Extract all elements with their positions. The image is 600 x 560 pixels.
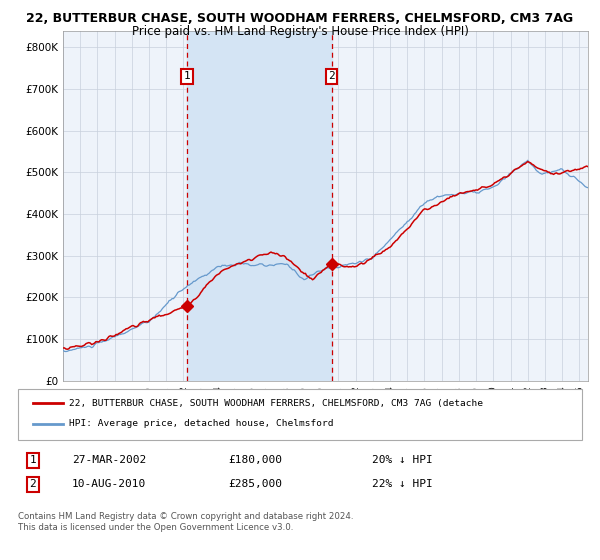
- Text: 10-AUG-2010: 10-AUG-2010: [72, 479, 146, 489]
- Text: 1: 1: [184, 71, 190, 81]
- Text: 2: 2: [29, 479, 37, 489]
- Text: 22% ↓ HPI: 22% ↓ HPI: [372, 479, 433, 489]
- Text: HPI: Average price, detached house, Chelmsford: HPI: Average price, detached house, Chel…: [69, 419, 334, 428]
- Text: 27-MAR-2002: 27-MAR-2002: [72, 455, 146, 465]
- Text: 22, BUTTERBUR CHASE, SOUTH WOODHAM FERRERS, CHELMSFORD, CM3 7AG (detache: 22, BUTTERBUR CHASE, SOUTH WOODHAM FERRE…: [69, 399, 483, 408]
- Text: Contains HM Land Registry data © Crown copyright and database right 2024.
This d: Contains HM Land Registry data © Crown c…: [18, 512, 353, 532]
- Text: 20% ↓ HPI: 20% ↓ HPI: [372, 455, 433, 465]
- Text: 2: 2: [328, 71, 335, 81]
- Text: £285,000: £285,000: [228, 479, 282, 489]
- Bar: [187, 31, 332, 381]
- Text: Price paid vs. HM Land Registry's House Price Index (HPI): Price paid vs. HM Land Registry's House …: [131, 25, 469, 38]
- Text: 1: 1: [29, 455, 37, 465]
- Text: 22, BUTTERBUR CHASE, SOUTH WOODHAM FERRERS, CHELMSFORD, CM3 7AG: 22, BUTTERBUR CHASE, SOUTH WOODHAM FERRE…: [26, 12, 574, 25]
- Text: £180,000: £180,000: [228, 455, 282, 465]
